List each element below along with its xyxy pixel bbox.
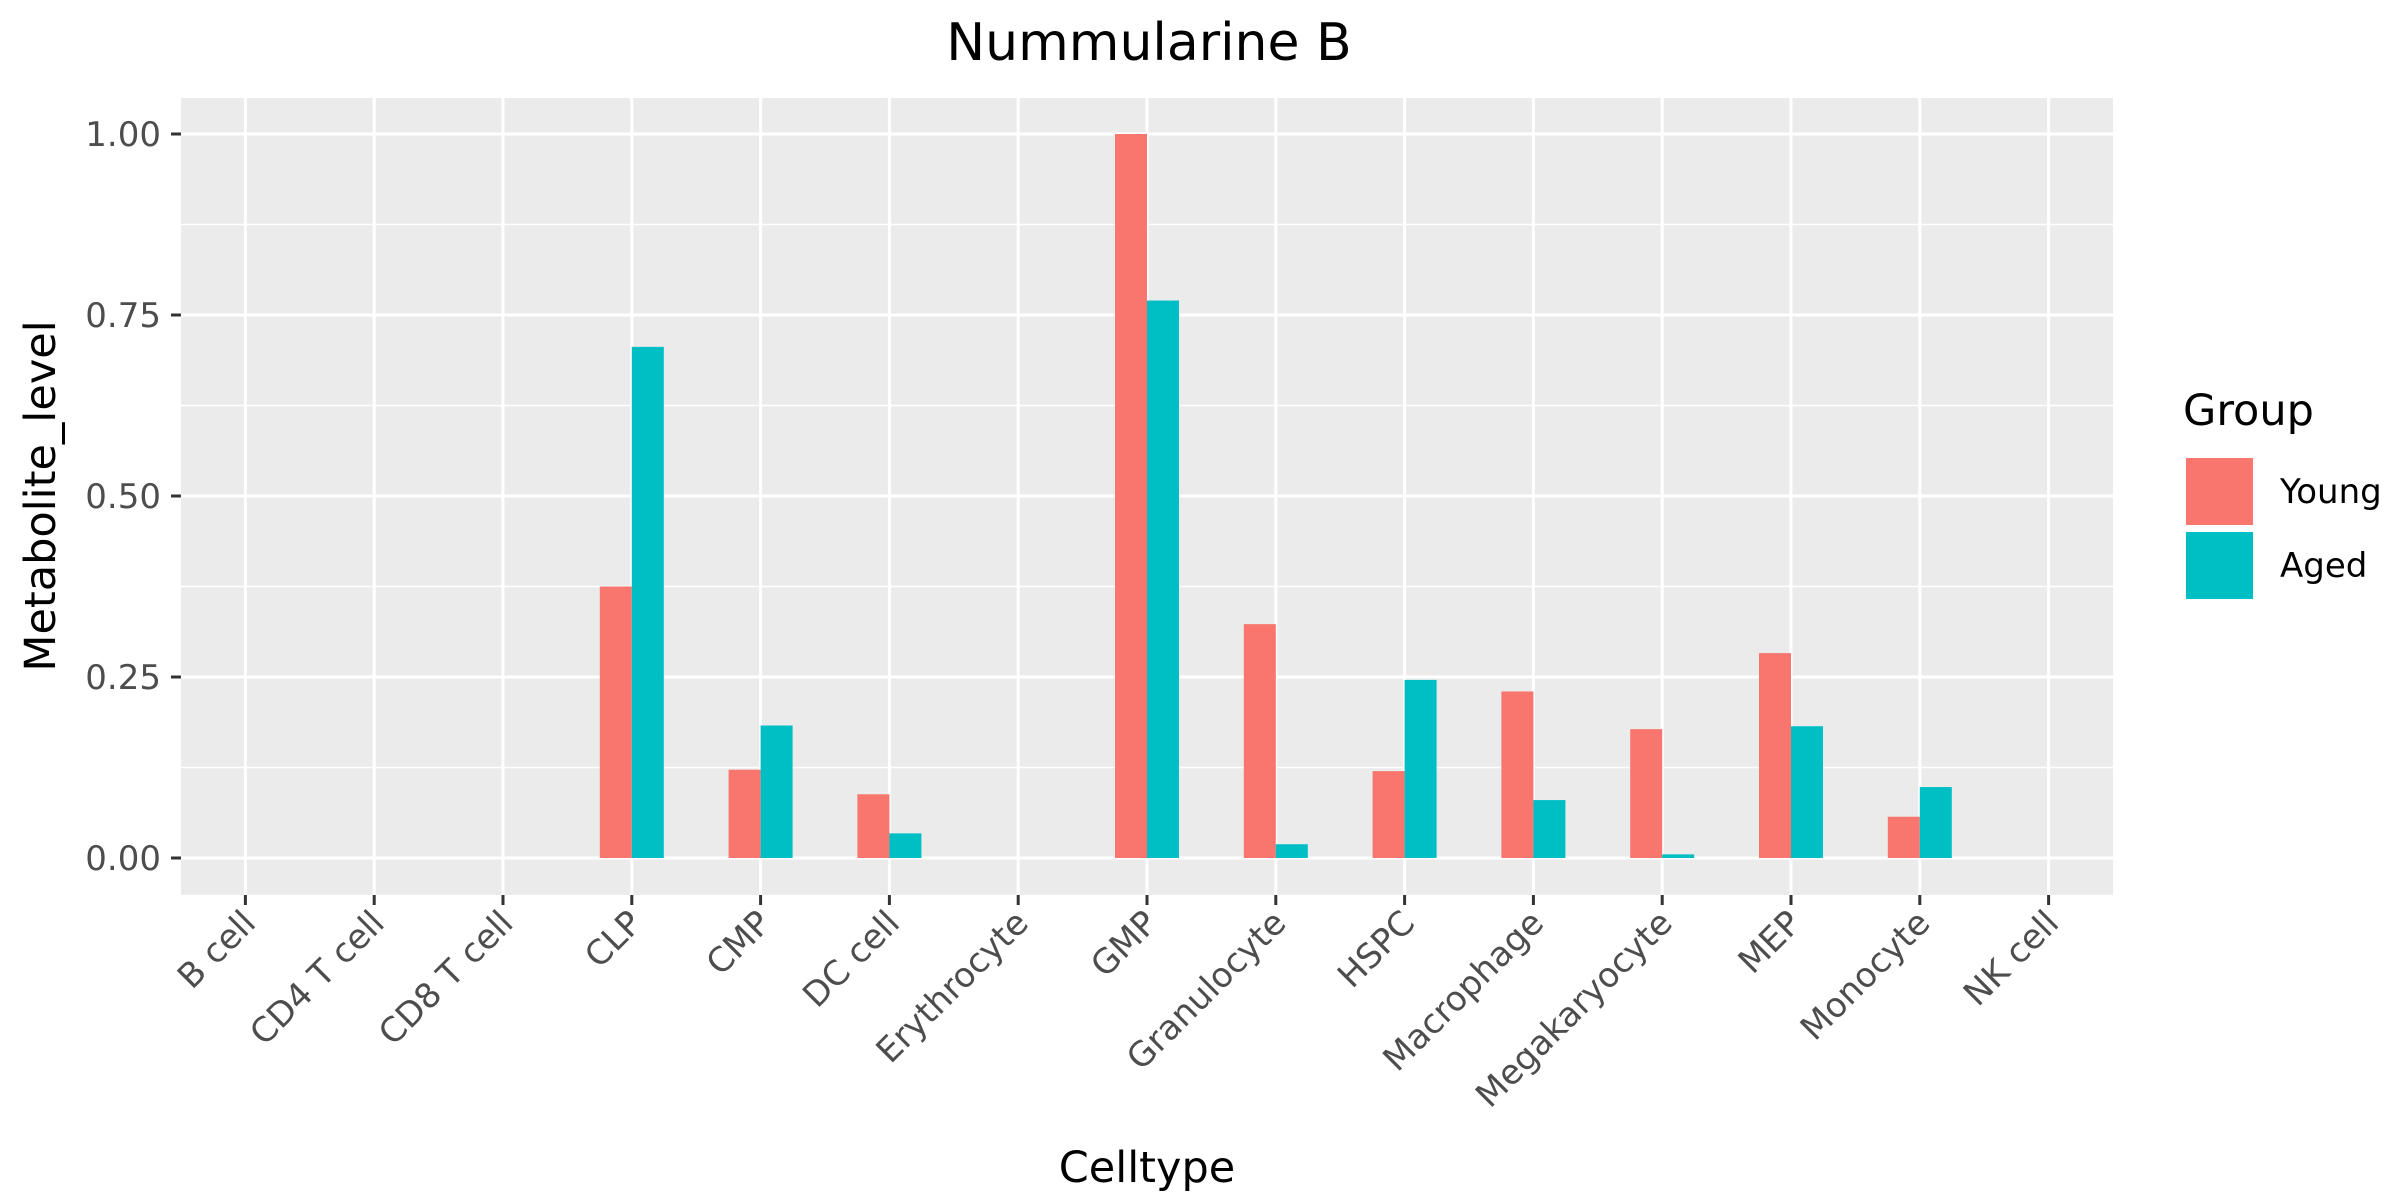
- bar-aged-hspc: [1404, 679, 1437, 858]
- legend-label-young: Young: [2279, 472, 2382, 512]
- y-tick-label: 0.75: [85, 296, 161, 336]
- bar-young-granulocyte: [1243, 624, 1276, 858]
- bar-aged-granulocyte: [1275, 844, 1308, 858]
- bar-young-hspc: [1372, 771, 1405, 858]
- legend-title: Group: [2183, 386, 2314, 436]
- x-tick-label: CLP: [577, 903, 650, 976]
- bar-aged-gmp: [1147, 300, 1179, 858]
- x-tick-label: GMP: [1083, 903, 1165, 985]
- bar-young-monocyte: [1887, 816, 1920, 858]
- y-tick-label: 0.00: [85, 839, 161, 879]
- x-tick-label: CD4 T cell: [242, 903, 392, 1053]
- x-axis-title: Celltype: [1059, 1143, 1235, 1193]
- chart-title: Nummularine B: [946, 13, 1351, 73]
- y-axis-title: Metabolite_level: [16, 320, 66, 671]
- y-tick-label: 0.50: [85, 477, 161, 517]
- bar-aged-cmp: [760, 725, 793, 858]
- y-axis: 0.00 0.25 0.50 0.75 1.00: [85, 115, 181, 879]
- bar-aged-megakaryocyte: [1662, 854, 1695, 858]
- bar-young-gmp: [1115, 134, 1147, 858]
- x-tick-label: Monocyte: [1793, 903, 1938, 1048]
- legend-label-aged: Aged: [2280, 546, 2367, 586]
- legend: Group Young Aged: [2183, 386, 2382, 599]
- x-tick-label: CMP: [699, 903, 779, 983]
- bar-aged-mep: [1791, 726, 1823, 858]
- y-tick-label: 0.25: [85, 658, 161, 698]
- legend-key-young: [2186, 458, 2253, 525]
- bars: [599, 134, 1952, 858]
- x-tick-label: B cell: [170, 903, 264, 997]
- bar-aged-clp: [631, 346, 664, 858]
- bar-young-macrophage: [1501, 691, 1534, 858]
- bar-young-cmp: [728, 769, 761, 858]
- x-tick-label: DC cell: [795, 903, 908, 1016]
- bar-aged-macrophage: [1533, 800, 1566, 858]
- bar-young-mep: [1759, 653, 1791, 858]
- legend-key-aged: [2186, 532, 2253, 599]
- bar-aged-dc-cell: [889, 833, 922, 858]
- x-tick-label: CD8 T cell: [371, 903, 521, 1053]
- bar-young-dc-cell: [857, 794, 890, 858]
- x-tick-label: MEP: [1731, 903, 1810, 982]
- x-tick-label: HSPC: [1330, 903, 1423, 996]
- y-tick-label: 1.00: [85, 115, 161, 155]
- x-tick-label: NK cell: [1956, 903, 2067, 1014]
- bar-young-clp: [599, 586, 632, 858]
- bar-aged-monocyte: [1919, 787, 1952, 858]
- bar-young-megakaryocyte: [1630, 729, 1663, 858]
